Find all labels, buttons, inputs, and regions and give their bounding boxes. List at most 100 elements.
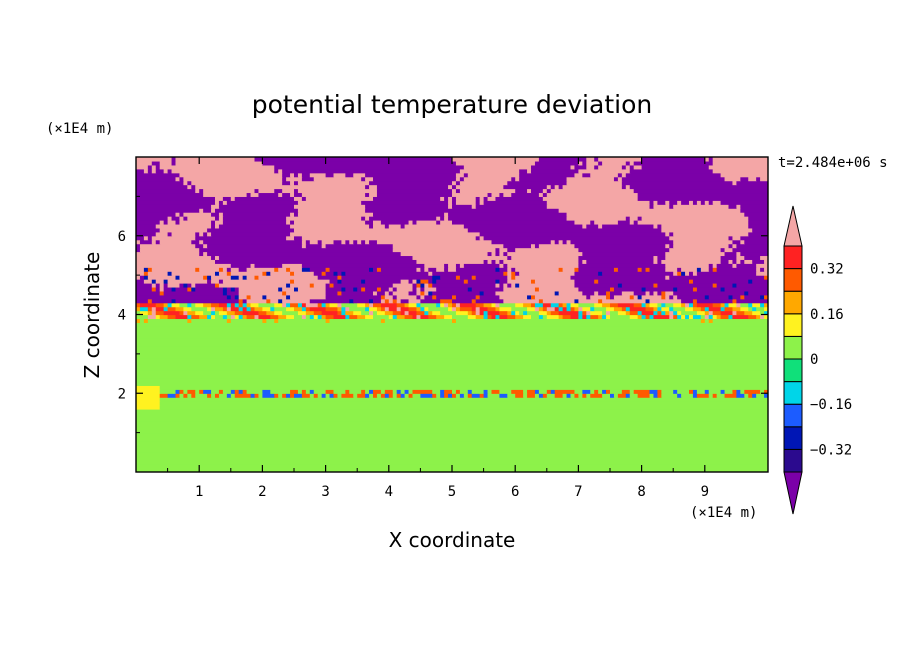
contour-cell <box>704 318 710 323</box>
contour-cell <box>388 290 394 296</box>
contour-cell <box>661 290 666 296</box>
contour-cell <box>404 389 410 394</box>
contour-cell <box>171 216 181 221</box>
contour-cell <box>412 255 508 260</box>
contour-cell <box>218 204 295 209</box>
contour-cell <box>598 389 603 394</box>
contour-cell <box>570 275 666 280</box>
contour-cell <box>538 286 579 292</box>
contour-cell <box>736 389 741 394</box>
contour-cell <box>175 220 181 225</box>
contour-cell <box>309 298 350 304</box>
contour-cell <box>313 389 327 394</box>
contour-cell <box>369 389 374 394</box>
contour-cell <box>661 259 722 264</box>
contour-cell <box>708 314 714 320</box>
contour-cell <box>420 314 429 320</box>
contour-cell <box>404 302 410 308</box>
contour-cell <box>590 306 595 312</box>
contour-cell <box>696 286 722 292</box>
contour-cell <box>333 172 346 178</box>
contour-cell <box>155 223 212 229</box>
contour-cell <box>159 220 165 225</box>
contour-cell <box>333 389 346 394</box>
contour-cell <box>369 239 378 245</box>
contour-cell <box>665 200 670 205</box>
contour-cell <box>728 294 734 300</box>
contour-cell <box>246 275 256 280</box>
contour-cell <box>373 393 378 398</box>
contour-cell <box>444 196 449 201</box>
contour-cell <box>685 302 690 308</box>
y-tick-labels: 246 <box>118 229 126 403</box>
contour-cell <box>558 314 564 320</box>
contour-cell <box>136 377 768 383</box>
contour-cell <box>673 271 678 276</box>
contour-cell <box>641 157 706 162</box>
contour-cell <box>677 286 694 292</box>
contour-cell <box>562 267 576 272</box>
contour-cell <box>554 239 560 245</box>
contour-cell <box>665 267 678 272</box>
contour-cell <box>282 180 291 186</box>
contour-cell <box>748 393 753 398</box>
contour-cell <box>629 160 635 166</box>
contour-cell <box>234 196 295 201</box>
contour-cell <box>191 184 196 190</box>
contour-cell <box>499 247 508 253</box>
contour-cell <box>578 286 611 292</box>
contour-cell <box>436 279 465 284</box>
contour-cell <box>396 294 418 300</box>
contour-cell <box>582 259 587 264</box>
contour-cell <box>218 393 228 398</box>
contour-cell <box>582 306 591 312</box>
contour-cell <box>317 275 339 280</box>
contour-cell <box>708 200 714 205</box>
contour-cell <box>534 279 576 284</box>
contour-cell <box>325 271 335 276</box>
contour-cell <box>716 267 757 272</box>
contour-cell <box>369 298 374 304</box>
contour-cell <box>625 164 631 170</box>
contour-cell <box>495 279 500 284</box>
contour-cell <box>495 290 556 296</box>
contour-cell <box>740 259 745 264</box>
contour-cell <box>534 302 544 308</box>
contour-cell <box>523 310 528 316</box>
contour-cell <box>262 389 271 394</box>
contour-cell <box>215 310 220 316</box>
contour-cell <box>452 157 540 162</box>
contour-cell <box>412 286 418 292</box>
contour-cell <box>369 267 374 272</box>
contour-cell <box>230 286 236 292</box>
contour-cell <box>376 192 453 197</box>
contour-cell <box>159 397 768 402</box>
contour-cell <box>230 318 263 323</box>
contour-cell <box>736 263 757 268</box>
contour-cell <box>507 263 579 268</box>
contour-cell <box>578 259 583 264</box>
contour-cell <box>136 176 177 182</box>
colorbar <box>783 205 803 515</box>
contour-cell <box>147 271 169 276</box>
contour-cell <box>455 263 461 268</box>
contour-cell <box>365 389 370 394</box>
contour-cell <box>740 251 768 257</box>
colorbar-extend-low <box>783 471 803 515</box>
contour-cell <box>333 314 346 320</box>
contour-cell <box>440 298 453 304</box>
contour-cell <box>700 267 710 272</box>
contour-cell <box>215 393 220 398</box>
contour-cell <box>617 393 627 398</box>
contour-cell <box>207 227 295 233</box>
contour-cell <box>503 243 532 249</box>
contour-cell <box>290 279 295 284</box>
contour-cell <box>159 401 768 406</box>
contour-cell <box>250 192 260 197</box>
contour-cell <box>309 389 315 394</box>
contour-cell <box>432 275 441 280</box>
contour-cell <box>629 168 714 174</box>
contour-cell <box>586 294 591 300</box>
contour-cell <box>479 306 489 312</box>
